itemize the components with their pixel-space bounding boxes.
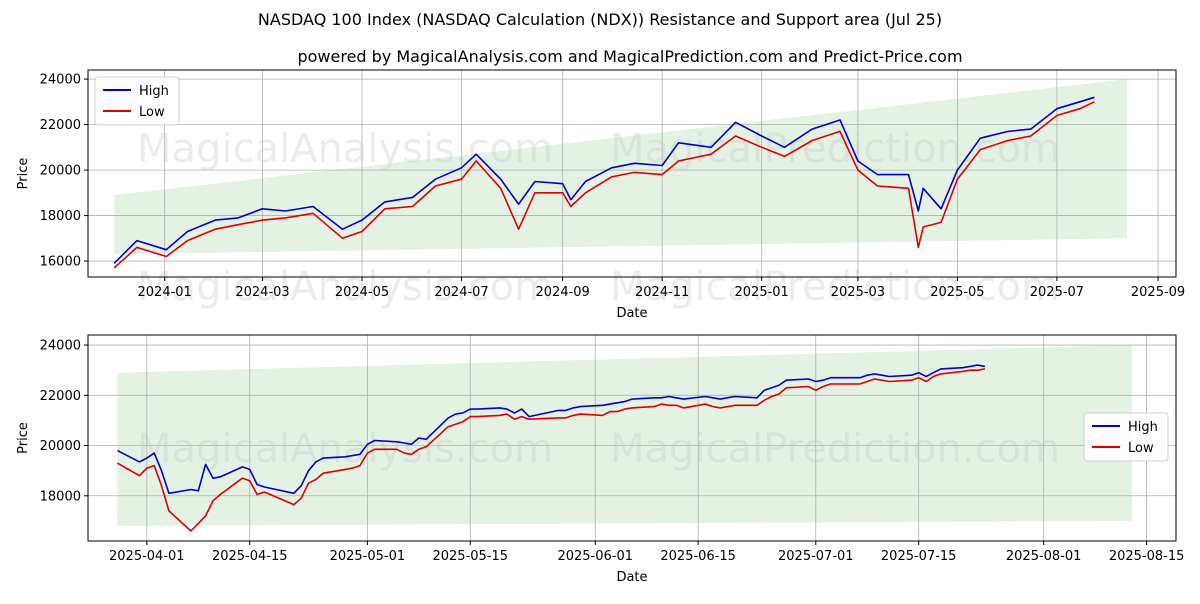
y-tick-label: 16000 bbox=[40, 255, 81, 270]
x-tick-label: 2025-01 bbox=[735, 285, 789, 300]
x-tick-label: 2025-06-01 bbox=[557, 549, 633, 564]
x-tick-label: 2025-03 bbox=[831, 285, 885, 300]
y-tick-label: 22000 bbox=[40, 118, 81, 133]
watermark-prediction: MagicalPrediction.com bbox=[610, 264, 1060, 310]
support-resistance-band bbox=[117, 345, 1132, 526]
x-tick-label: 2025-06-15 bbox=[660, 549, 736, 564]
x-tick-label: 2025-05-01 bbox=[330, 549, 406, 564]
x-tick-label: 2024-05 bbox=[335, 285, 389, 300]
x-tick-label: 2025-05-15 bbox=[432, 549, 508, 564]
legend: High Low bbox=[94, 76, 180, 126]
x-tick-label: 2024-07 bbox=[434, 285, 488, 300]
series-line-low bbox=[117, 368, 986, 532]
y-tick-label: 24000 bbox=[40, 339, 81, 354]
watermark-analysis: MagicalAnalysis.com bbox=[137, 264, 553, 310]
y-axis-label: Price bbox=[16, 422, 31, 454]
x-tick-label: 2025-04-01 bbox=[109, 549, 185, 564]
y-tick-label: 18000 bbox=[40, 209, 81, 224]
watermark-analysis: MagicalAnalysis.com bbox=[137, 126, 553, 172]
chart-title: NASDAQ 100 Index (NASDAQ Calculation (ND… bbox=[258, 10, 942, 29]
legend-label-low: Low bbox=[139, 105, 165, 120]
x-axis-label: Date bbox=[616, 570, 647, 585]
plot-frame bbox=[87, 334, 1177, 542]
watermark-analysis: MagicalAnalysis.com bbox=[137, 426, 553, 472]
legend-label-high: High bbox=[1128, 420, 1158, 435]
top-panel: MagicalAnalysis.com MagicalPrediction.com… bbox=[16, 69, 1185, 321]
x-tick-label: 2024-11 bbox=[635, 285, 689, 300]
x-tick-label: 2025-07 bbox=[1030, 285, 1084, 300]
x-tick-label: 2025-07-01 bbox=[778, 549, 854, 564]
legend-label-low: Low bbox=[1128, 441, 1154, 456]
x-tick-label: 2025-09 bbox=[1131, 285, 1185, 300]
plot-frame bbox=[87, 69, 1177, 278]
chart-subtitle: powered by MagicalAnalysis.com and Magic… bbox=[297, 47, 962, 66]
x-tick-label: 2025-05 bbox=[930, 285, 984, 300]
y-axis-label: Price bbox=[16, 158, 31, 190]
y-tick-label: 18000 bbox=[40, 489, 81, 504]
x-tick-label: 2025-08-15 bbox=[1109, 549, 1185, 564]
series-line-high bbox=[113, 96, 1095, 264]
series-line-high bbox=[117, 364, 986, 495]
y-tick-label: 22000 bbox=[40, 389, 81, 404]
x-tick-label: 2024-03 bbox=[235, 285, 289, 300]
bottom-panel: MagicalAnalysis.com MagicalPrediction.com… bbox=[16, 334, 1185, 585]
x-tick-label: 2024-01 bbox=[138, 285, 192, 300]
x-tick-label: 2025-08-01 bbox=[1006, 549, 1082, 564]
watermark-prediction: MagicalPrediction.com bbox=[610, 426, 1060, 472]
series-line-low bbox=[113, 101, 1095, 269]
legend: High Low bbox=[1083, 412, 1169, 462]
y-tick-label: 20000 bbox=[40, 164, 81, 179]
x-tick-label: 2024-09 bbox=[536, 285, 590, 300]
y-tick-label: 20000 bbox=[40, 439, 81, 454]
y-tick-label: 24000 bbox=[40, 73, 81, 88]
x-tick-label: 2025-04-15 bbox=[212, 549, 288, 564]
x-tick-label: 2025-07-15 bbox=[881, 549, 957, 564]
x-axis-label: Date bbox=[616, 306, 647, 321]
legend-label-high: High bbox=[139, 84, 169, 99]
